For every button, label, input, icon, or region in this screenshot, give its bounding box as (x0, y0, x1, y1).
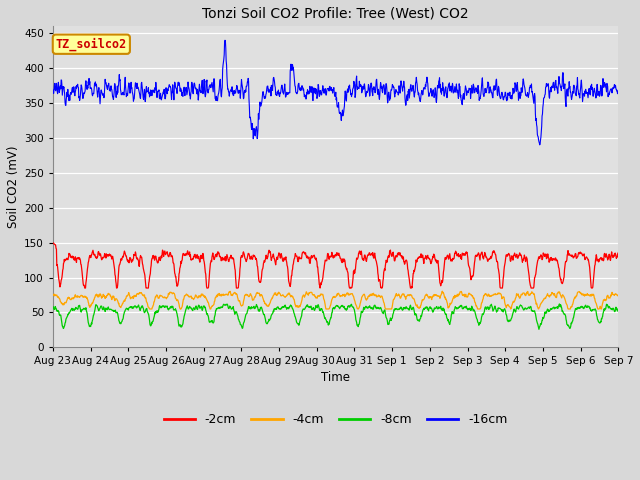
Y-axis label: Soil CO2 (mV): Soil CO2 (mV) (7, 145, 20, 228)
Title: Tonzi Soil CO2 Profile: Tree (West) CO2: Tonzi Soil CO2 Profile: Tree (West) CO2 (202, 7, 469, 21)
Text: TZ_soilco2: TZ_soilco2 (56, 37, 127, 51)
Legend: -2cm, -4cm, -8cm, -16cm: -2cm, -4cm, -8cm, -16cm (159, 408, 513, 431)
X-axis label: Time: Time (321, 371, 350, 384)
